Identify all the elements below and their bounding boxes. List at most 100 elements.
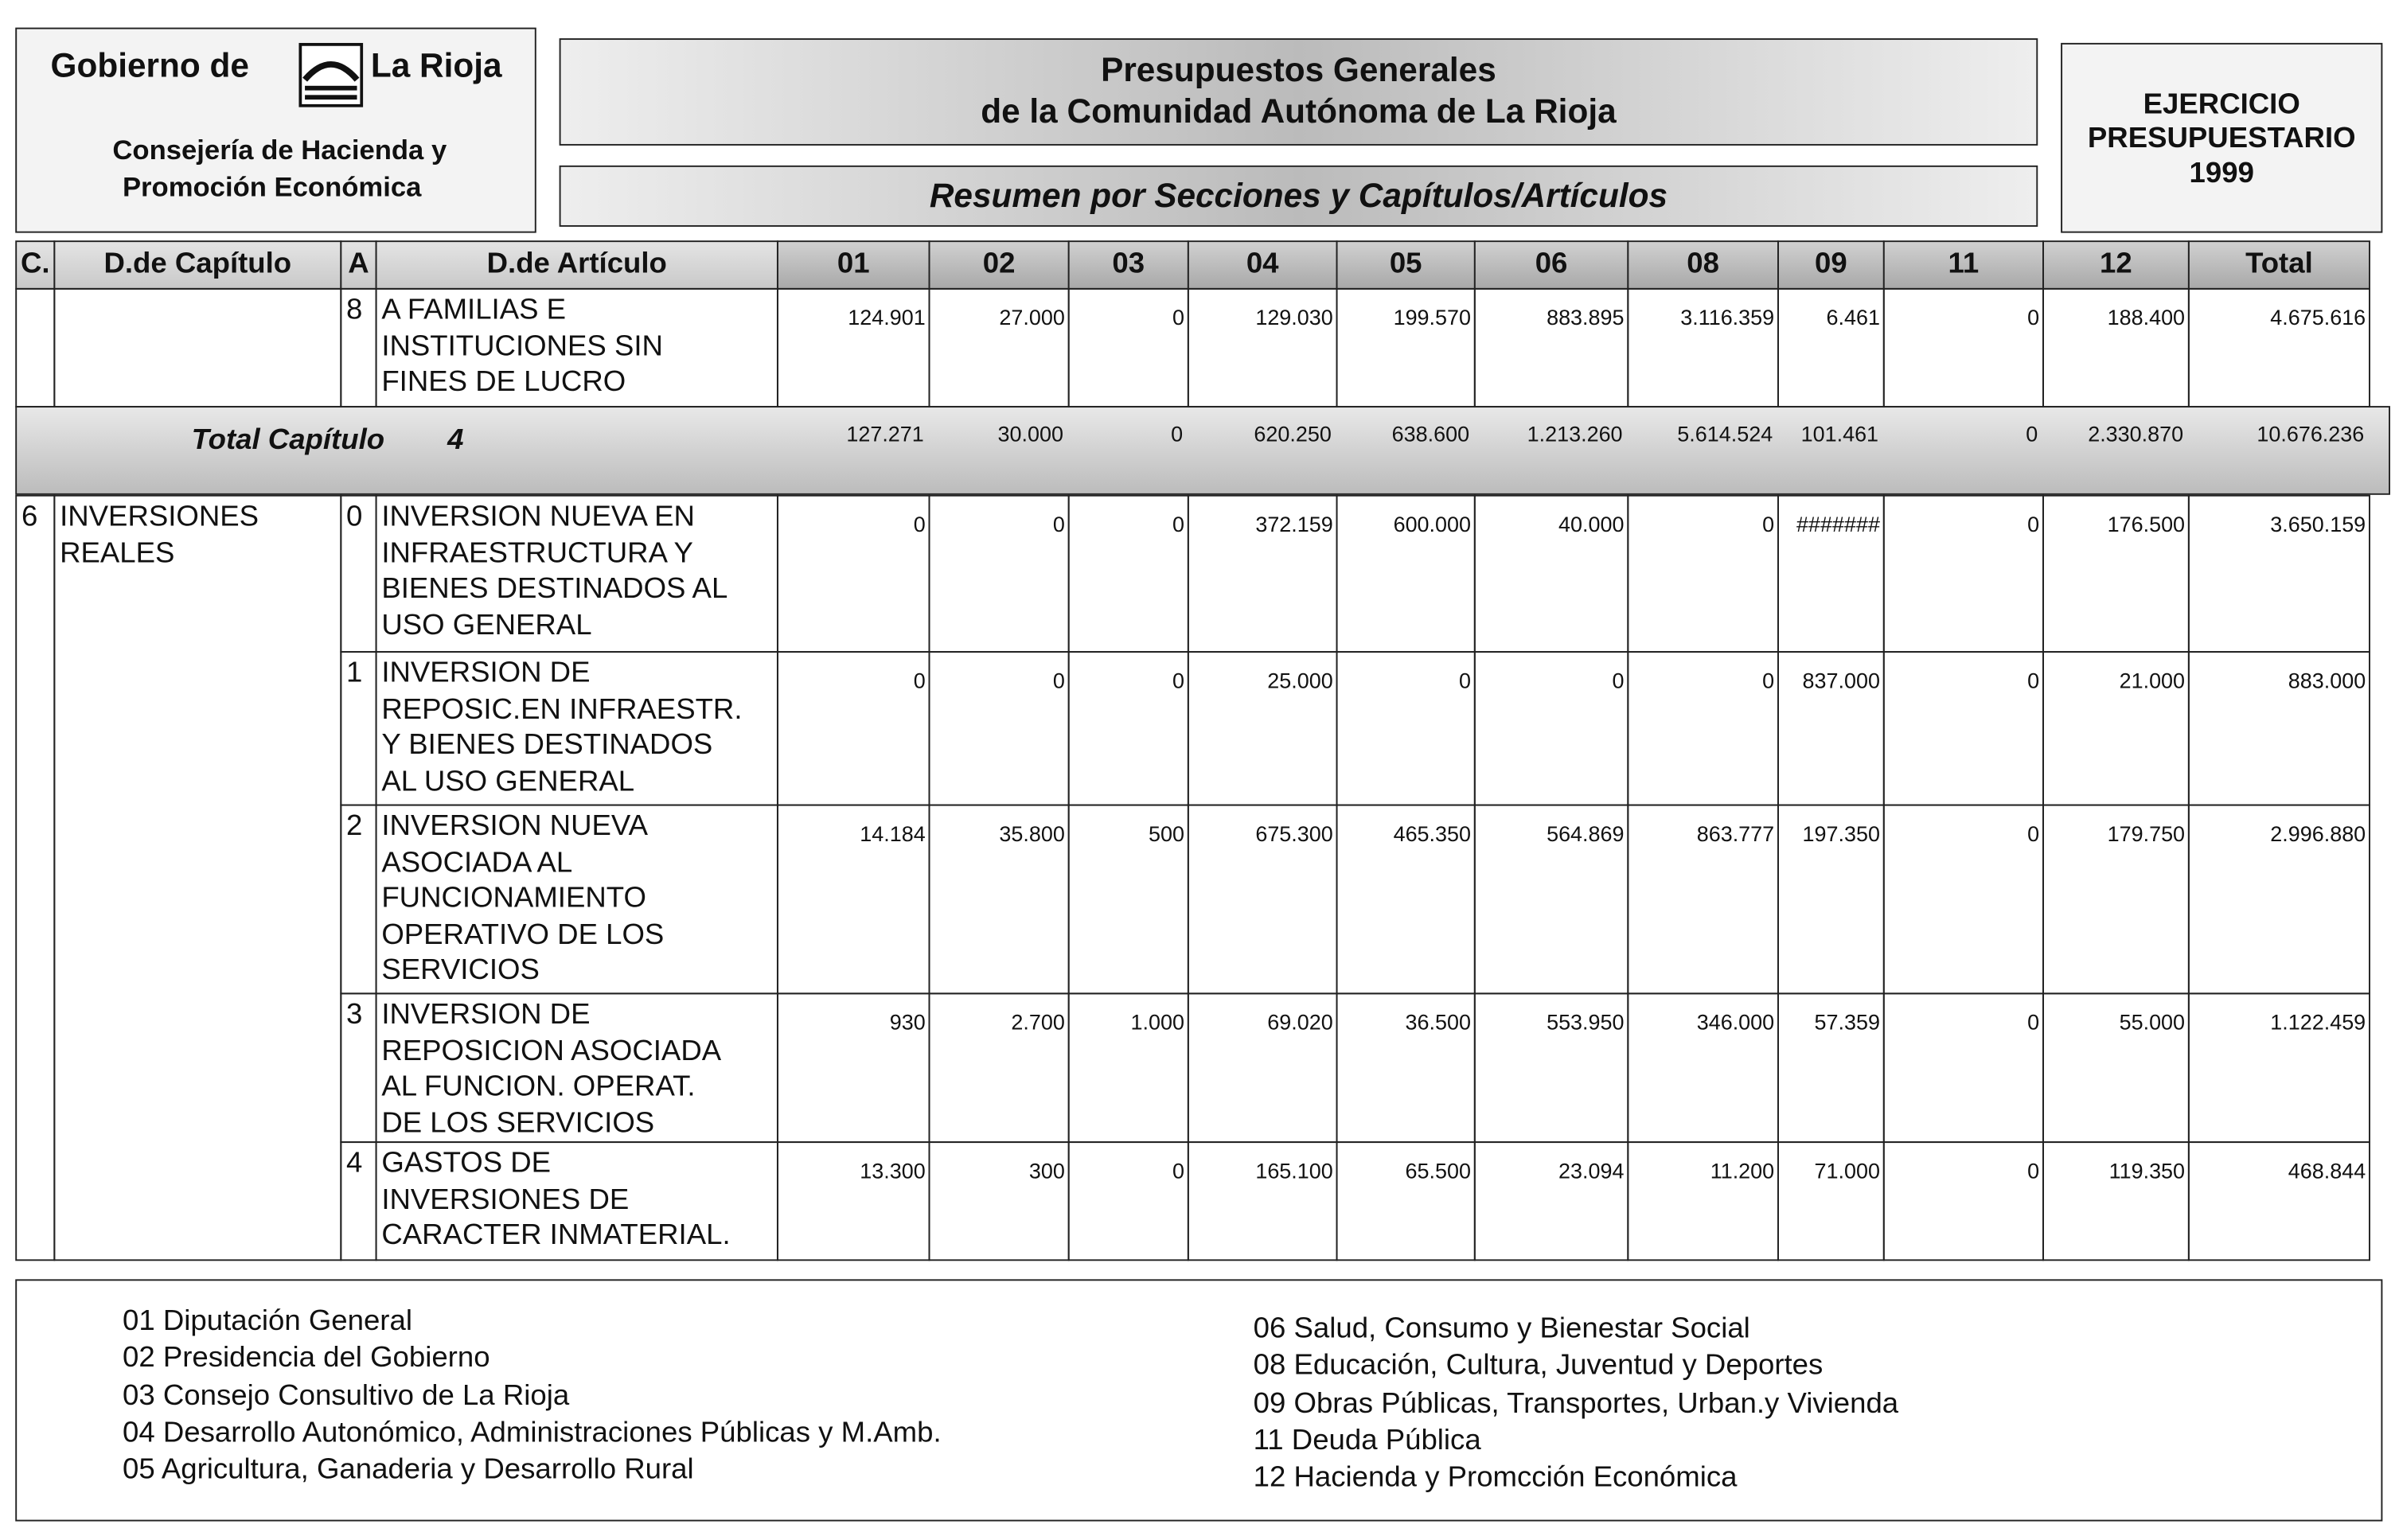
legend-item: 04 Desarrollo Autonómico, Administracion… (123, 1417, 942, 1449)
description-line: USO GENERAL (381, 609, 592, 641)
description-line: REPOSIC.EN INFRAESTR. (381, 693, 743, 726)
amount: 199.570 (1336, 287, 1476, 408)
article-code: 1 (340, 651, 377, 806)
amount: 35.800 (928, 804, 1070, 995)
amount: 1.000 (1067, 992, 1189, 1144)
amount: 468.844 (2187, 1141, 2370, 1261)
amount: 0 (928, 494, 1070, 653)
org-box (15, 27, 536, 233)
amount: 0 (776, 651, 930, 806)
amount: 69.020 (1187, 992, 1338, 1144)
amount: 23.094 (1473, 1141, 1629, 1261)
amount: 2.996.880 (2187, 804, 2370, 995)
amount: ####### (1777, 494, 1885, 653)
article-code: 3 (340, 992, 377, 1144)
article-code: 8 (340, 287, 377, 408)
amount: 0 (1067, 494, 1189, 653)
column-header: D.de Capítulo (53, 240, 342, 290)
column-header: 02 (928, 240, 1070, 290)
amount: 40.000 (1473, 494, 1629, 653)
amount: 675.300 (1187, 804, 1338, 995)
article-description: INVERSION NUEVA EN INFRAESTRUCTURA Y BIENE… (375, 494, 778, 653)
amount: 2.700 (928, 992, 1070, 1144)
total-amount: 0 (1171, 421, 1184, 446)
legend-item: 05 Agricultura, Ganaderia y Desarrollo R… (123, 1454, 694, 1487)
description-line: INVERSION NUEVA EN (381, 501, 695, 533)
total-amount: 1.213.260 (1527, 421, 1623, 446)
column-header: C. (15, 240, 56, 290)
total-amount: 2.330.870 (2088, 421, 2184, 446)
article-code: 2 (340, 804, 377, 995)
amount: 27.000 (928, 287, 1070, 408)
amount: 129.030 (1187, 287, 1338, 408)
department: Consejería de Hacienda y (112, 135, 447, 166)
legend-item: 12 Hacienda y Promcción Económica (1253, 1461, 1738, 1495)
description-line: Y BIENES DESTINADOS (381, 729, 713, 762)
article-description: INVERSION DE REPOSICION ASOCIADA AL FUNCIO… (375, 992, 778, 1144)
amount: 71.000 (1777, 1141, 1885, 1261)
exercise: PRESUPUESTARIO (2087, 123, 2356, 155)
logo (298, 42, 364, 107)
chapter-name (53, 287, 342, 408)
amount: 13.300 (776, 1141, 930, 1261)
amount: 55.000 (2042, 992, 2190, 1144)
total-amount: 101.461 (1800, 421, 1879, 446)
amount: 0 (776, 494, 930, 653)
title: de la Comunidad Autónoma de La Rioja (981, 92, 1617, 131)
description-line: OPERATIVO DE LOS (381, 918, 665, 951)
amount: 3.116.359 (1627, 287, 1779, 408)
chapter-code: 6 (15, 494, 56, 1261)
amount: 165.100 (1187, 1141, 1338, 1261)
description-line: AL FUNCION. OPERAT. (381, 1070, 696, 1103)
chapter-name-line: INVERSIONES (60, 501, 259, 533)
article-description: INVERSION NUEVA ASOCIADA AL FUNCIONAMIENTO… (375, 804, 778, 995)
legend-item: 11 Deuda Pública (1253, 1425, 1481, 1457)
total-amount: 30.000 (997, 421, 1063, 446)
description-line: A FAMILIAS E (381, 294, 567, 327)
amount: 300 (928, 1141, 1070, 1261)
description-line: DE LOS SERVICIOS (381, 1106, 655, 1140)
legend-item: 01 Diputación General (123, 1305, 412, 1338)
exercise: EJERCICIO (2143, 88, 2300, 122)
description-line: BIENES DESTINADOS AL (381, 572, 728, 606)
amount: 930 (776, 992, 930, 1144)
column-header: 09 (1777, 240, 1885, 290)
subtitle: Resumen por Secciones y Capítulos/Artícu… (929, 176, 1668, 215)
amount: 465.350 (1336, 804, 1476, 995)
article-description: INVERSION DE REPOSIC.EN INFRAESTR. Y BIENE… (375, 651, 778, 806)
amount: 119.350 (2042, 1141, 2190, 1261)
column-header: 06 (1473, 240, 1629, 290)
article-code: 0 (340, 494, 377, 653)
amount: 0 (1627, 494, 1779, 653)
exercise-box (2061, 42, 2383, 233)
article-code: 4 (340, 1141, 377, 1261)
legend-item: 02 Presidencia del Gobierno (123, 1342, 490, 1375)
description-line: CARACTER INMATERIAL. (381, 1219, 731, 1252)
amount: 0 (1067, 287, 1189, 408)
total-amount: 0 (2026, 421, 2038, 446)
subtitle-box (559, 165, 2038, 227)
amount: 179.750 (2042, 804, 2190, 995)
amount: 21.000 (2042, 651, 2190, 806)
amount: 176.500 (2042, 494, 2190, 653)
column-header: 11 (1882, 240, 2044, 290)
description-line: INVERSION DE (381, 999, 591, 1031)
description-line: INVERSION NUEVA (381, 810, 649, 843)
column-header: A (340, 240, 377, 290)
amount: 553.950 (1473, 992, 1629, 1144)
legend-item: 06 Salud, Consumo y Bienestar Social (1253, 1312, 1750, 1346)
description-line: INSTITUCIONES SIN (381, 329, 663, 363)
description-line: AL USO GENERAL (381, 765, 635, 797)
column-header: Total (2187, 240, 2370, 290)
amount: 4.675.616 (2187, 287, 2370, 408)
legend-item: 08 Educación, Cultura, Juventud y Deport… (1253, 1350, 1824, 1382)
amount: 346.000 (1627, 992, 1779, 1144)
org-name: La Rioja (370, 45, 502, 84)
exercise: 1999 (2189, 158, 2254, 190)
total-amount: 127.271 (846, 421, 924, 446)
amount: 65.500 (1336, 1141, 1476, 1261)
amount: 0 (1067, 1141, 1189, 1261)
amount: 36.500 (1336, 992, 1476, 1144)
